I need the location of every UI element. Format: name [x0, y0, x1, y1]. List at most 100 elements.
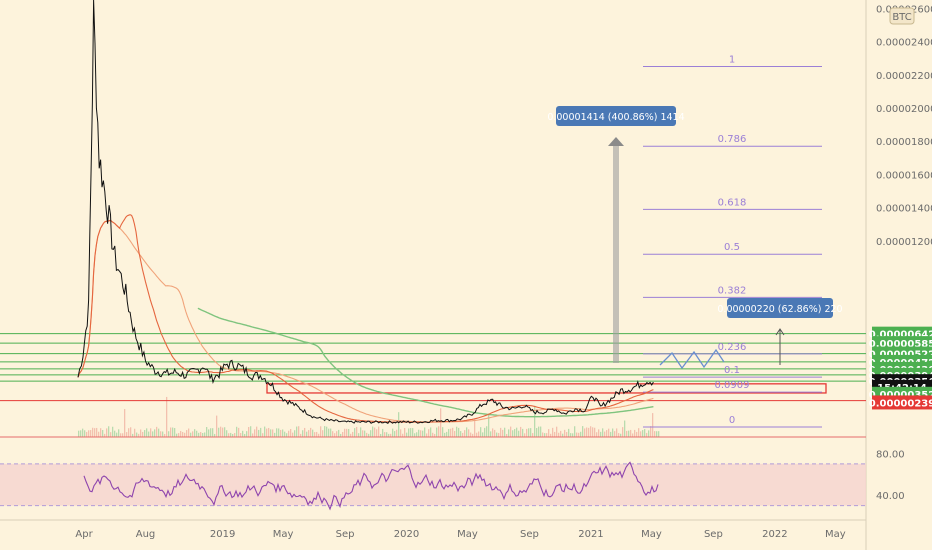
fib-level-label: 0.0909: [715, 380, 750, 391]
price-tags: 0.000006420.000005850.000005220.00000472…: [869, 326, 932, 410]
resistance-zone-box[interactable]: [266, 383, 827, 394]
volume-bar: [570, 433, 572, 437]
volume-bar: [656, 431, 658, 437]
volume-bar: [226, 430, 228, 437]
volume-bar: [476, 432, 478, 437]
price-tag-box: [872, 395, 932, 410]
volume-bar: [460, 431, 462, 437]
volume-bar: [390, 433, 392, 437]
volume-bar: [178, 433, 180, 437]
measure-label-text: 0.00001414 (400.86%) 1414: [547, 112, 684, 123]
volume-bar: [496, 432, 498, 437]
volume-bar: [562, 433, 564, 437]
volume-bar: [602, 428, 604, 437]
volume-bar: [386, 432, 388, 437]
price-tag-text: 0.00000352: [869, 390, 932, 401]
volume-bar: [464, 430, 466, 437]
volume-bar: [530, 428, 532, 437]
volume-bar: [198, 432, 200, 437]
projection-arrows: [659, 348, 725, 370]
fibonacci-retracement[interactable]: 1 0.786 0.618 0.5 0.382 0.236 0.1 0.0909 0: [643, 54, 822, 428]
time-axis[interactable]: Apr Aug 2019 May Sep 2020 May Sep 2021 May Sep 2022…: [75, 529, 845, 540]
volume-bar: [274, 432, 276, 437]
volume-bar: [620, 433, 622, 437]
volume-bar: [572, 433, 574, 437]
volume-bar: [480, 427, 482, 437]
rsi-tick-40: 40.00: [876, 491, 905, 502]
volume-bar: [534, 405, 536, 437]
volume-bar: [444, 432, 446, 437]
volume-bar: [228, 433, 230, 437]
volume-bar: [348, 428, 350, 437]
volume-bar: [180, 430, 182, 437]
volume-bar: [608, 428, 610, 437]
measure-label-text-2: 0.00000220 (62.86%) 220: [717, 304, 842, 315]
rsi-pane[interactable]: 80.00 40.00: [0, 449, 905, 511]
volume-bar: [612, 428, 614, 437]
volume-bar: [252, 433, 254, 437]
fib-level-label: 0.382: [718, 285, 747, 296]
volume-bar: [204, 432, 206, 437]
volume-bar: [232, 433, 234, 437]
measure-tools[interactable]: 0.00001414 (400.86%) 1414 0.00000220 (62.…: [547, 106, 843, 365]
volume-bar: [86, 431, 88, 437]
volume-bar: [116, 432, 118, 437]
volume-bar: [418, 429, 420, 437]
volume-bar: [102, 430, 104, 437]
volume-bar: [160, 431, 162, 437]
volume-bar: [340, 433, 342, 437]
volume-bar: [550, 433, 552, 437]
fib-level-label: 0.1: [724, 365, 740, 376]
volume-bar: [218, 427, 220, 437]
volume-bar: [356, 426, 358, 437]
volume-bar: [632, 433, 634, 437]
volume-bar: [146, 428, 148, 437]
volume-bar: [192, 431, 194, 437]
volume-bar: [286, 433, 288, 437]
x-tick-label: Sep: [336, 529, 355, 540]
y-tick-label: 0.00002200: [876, 71, 932, 82]
volume-bar: [186, 430, 188, 437]
y-axis[interactable]: 0.000026000.000024000.000022000.00002000…: [876, 4, 932, 248]
price-tag: 0.00000239: [869, 395, 932, 410]
rsi-line: [83, 461, 659, 511]
fib-level-label: 0.786: [718, 134, 747, 145]
volume-bar: [626, 430, 628, 437]
volume-bar: [508, 429, 510, 437]
y-tick-label: 0.00001400: [876, 204, 932, 215]
volume-bar: [294, 430, 296, 437]
volume-bar: [244, 433, 246, 437]
volume-bar: [120, 433, 122, 437]
volume-bar: [78, 430, 80, 437]
volume-bar: [254, 429, 256, 437]
volume-bar: [404, 427, 406, 437]
volume-bar: [328, 428, 330, 437]
volume-bar: [536, 428, 538, 437]
volume-bar: [416, 432, 418, 437]
volume-bar: [202, 433, 204, 437]
volume-bar: [206, 427, 208, 437]
volume-bar: [88, 430, 90, 437]
volume-bar: [130, 427, 132, 437]
y-tick-label: 0.00002400: [876, 38, 932, 49]
volume-bar: [504, 427, 506, 437]
volume-bar: [126, 432, 128, 437]
volume-bar: [560, 430, 562, 437]
price-tag-text: 0.00000642: [869, 330, 932, 341]
volume-bar: [112, 426, 114, 437]
volume-bar: [140, 429, 142, 437]
volume-bar: [438, 426, 440, 437]
volume-bars: [78, 396, 660, 437]
volume-bar: [658, 431, 660, 437]
volume-bar: [388, 433, 390, 437]
volume-bar: [590, 426, 592, 437]
volume-bar: [502, 429, 504, 437]
volume-bar: [448, 428, 450, 437]
volume-bar: [638, 428, 640, 437]
volume-bar: [490, 431, 492, 437]
volume-bar: [114, 430, 116, 437]
volume-bar: [346, 428, 348, 437]
volume-bar: [380, 433, 382, 437]
